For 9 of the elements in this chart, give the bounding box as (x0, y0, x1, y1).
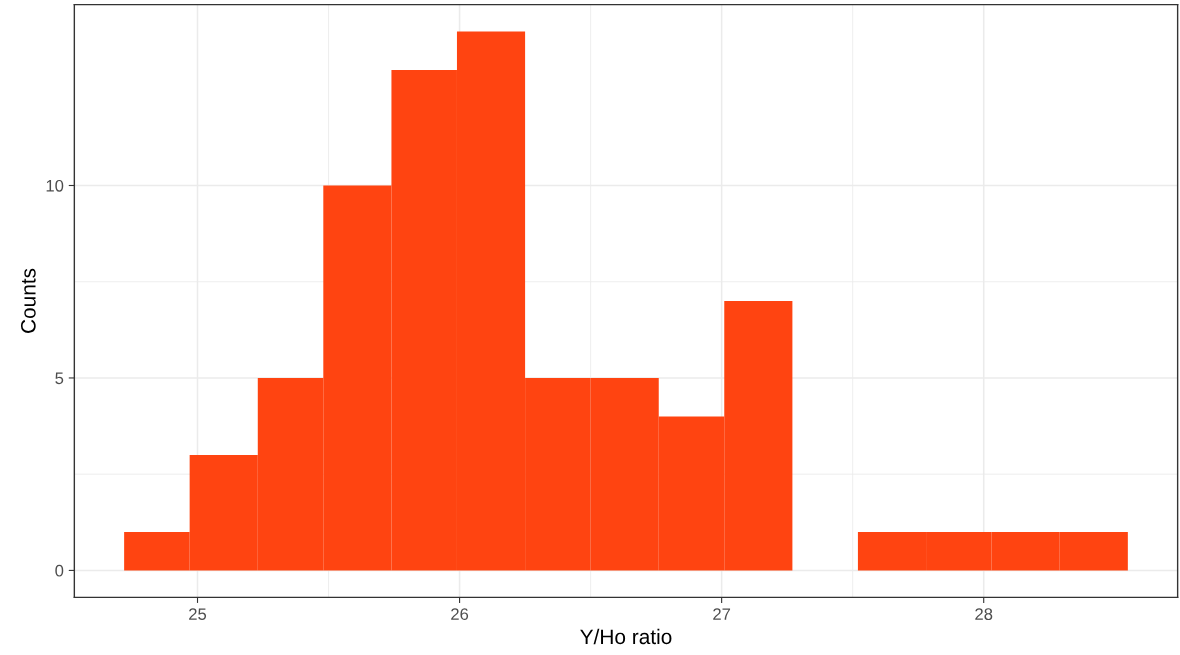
y-axis-title: Counts (20, 268, 36, 333)
x-tick-label: 28 (975, 608, 993, 621)
x-axis-title: Y/Ho ratio (580, 628, 672, 645)
x-tick-label: 27 (713, 608, 731, 620)
y-tick-label: 0 (55, 564, 64, 577)
x-tick-label: 25 (189, 608, 207, 621)
x-tick-label: 26 (451, 608, 469, 621)
y-tick-label: 5 (55, 372, 64, 385)
y-tick-label: 10 (46, 179, 64, 192)
